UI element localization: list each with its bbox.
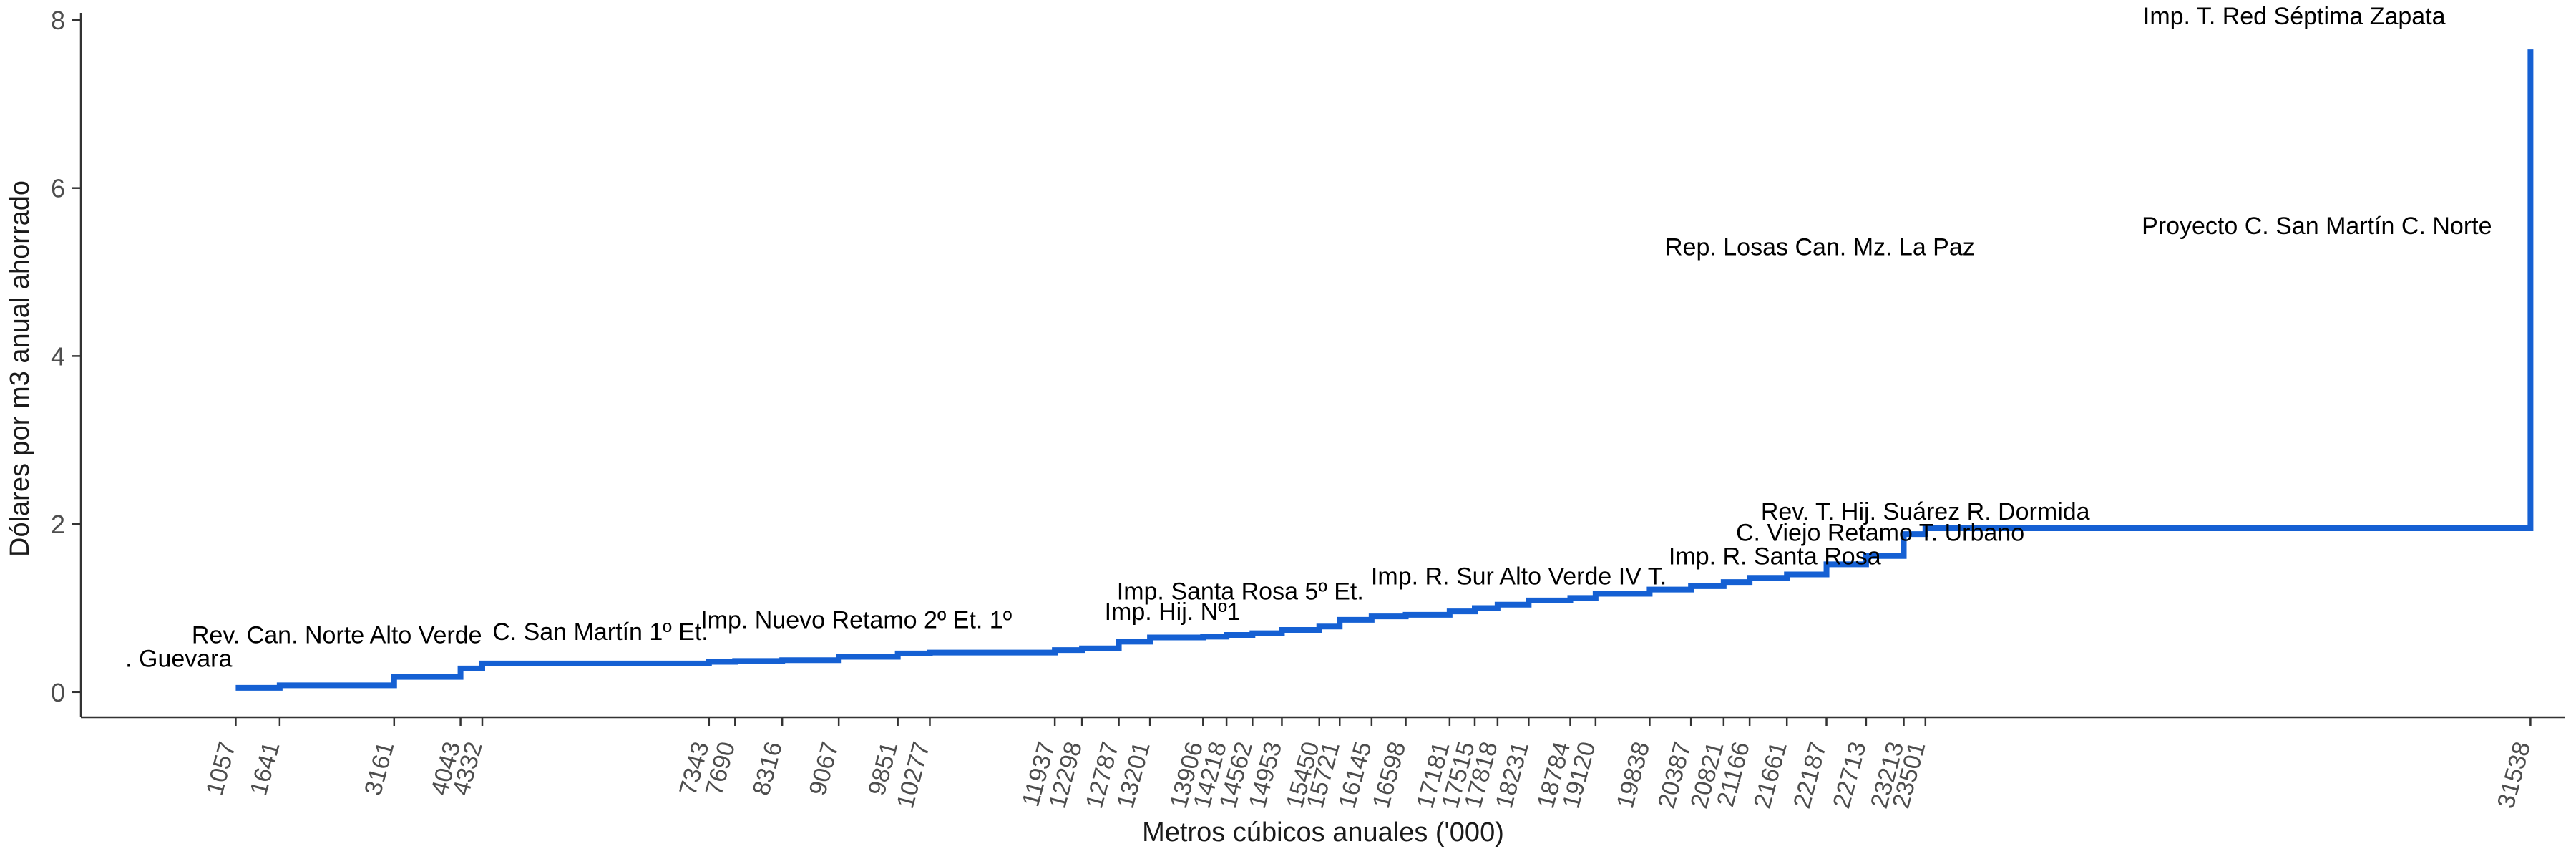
y-tick-label: 2 xyxy=(51,510,65,539)
x-tick-label: 31538 xyxy=(2492,739,2536,811)
x-tick-label: 1057 xyxy=(201,739,241,798)
annotation-label: C. San Martín 1º Et. xyxy=(492,618,708,646)
annotation-label: Imp. Hij. Nº1 xyxy=(1105,598,1241,626)
annotation-label: Imp. R. Sur Alto Verde IV T. xyxy=(1371,563,1667,591)
x-tick-label: 22187 xyxy=(1788,739,1832,811)
annotation-label: Proyecto C. San Martín C. Norte xyxy=(2142,213,2492,240)
annotation-label: Rev. T. Hij. Suárez R. Dormida xyxy=(1761,498,2090,525)
x-tick-label: 8316 xyxy=(748,739,788,798)
annotation-label: Imp. Nuevo Retamo 2º Et. 1º xyxy=(701,607,1012,634)
x-tick-label: 9067 xyxy=(804,739,844,798)
series-line xyxy=(235,49,2534,691)
annotation-label: Imp. T. Red Séptima Zapata xyxy=(2143,3,2446,30)
series-layer xyxy=(235,49,2534,691)
y-axis-title: Dólares por m3 anual ahorrado xyxy=(5,180,35,557)
annotation-label: Imp. Santa Rosa 5º Et. xyxy=(1117,578,1364,606)
annotation-label: Imp. R. Santa Rosa xyxy=(1669,543,1881,570)
x-tick-label: 19838 xyxy=(1611,739,1655,811)
annotation-label: C. Viejo Retamo T. Urbano xyxy=(1736,520,2024,547)
annotation-label: . Guevara xyxy=(125,646,232,673)
annotation-label: Rev. Can. Norte Alto Verde xyxy=(192,622,482,649)
x-axis-title: Metros cúbicos anuales ('000) xyxy=(1142,817,1504,848)
y-tick-label: 4 xyxy=(51,341,65,371)
x-tick-label: 21661 xyxy=(1749,739,1792,811)
y-tick-label: 8 xyxy=(51,6,65,35)
annotation-layer: Rev. Can. Norte Alto Verde. Guevara C. Sa… xyxy=(125,3,2492,673)
y-axis: 0 2 4 6 8 xyxy=(51,6,82,717)
x-tick-label: 22713 xyxy=(1828,739,1871,811)
x-tick-label: 3161 xyxy=(359,739,399,798)
annotation-label: Rep. Losas Can. Mz. La Paz xyxy=(1665,234,1975,261)
x-tick-label: 1641 xyxy=(245,739,285,798)
y-tick-label: 6 xyxy=(51,174,65,203)
y-tick-label: 0 xyxy=(51,678,65,707)
